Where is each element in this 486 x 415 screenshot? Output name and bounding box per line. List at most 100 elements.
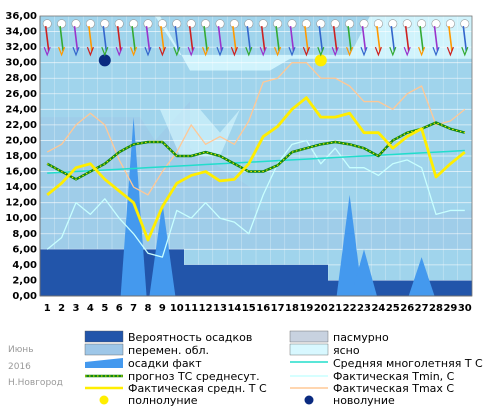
legend-label-precip-actual: осадки факт [128, 357, 202, 370]
x-tick-label: 7 [130, 303, 137, 314]
wind-arrow-icon [390, 26, 396, 52]
precip-actual-spike [408, 257, 435, 296]
sky-icon [42, 19, 52, 29]
y-tick-label: 20,00 [5, 135, 37, 146]
wind-arrowhead-icon [187, 46, 195, 57]
sky-icon [431, 19, 441, 29]
legend-swatch-partly-cloudy [84, 343, 124, 356]
wind-arrow-icon [260, 26, 266, 52]
sky-icon [359, 19, 369, 29]
wind-arrow-icon [232, 26, 237, 52]
wind-arrowhead-icon [101, 46, 109, 57]
wind-arrowhead-icon [418, 46, 426, 57]
legend-label-new-moon: новолуние [333, 394, 395, 407]
x-tick-label: 26 [400, 303, 414, 314]
wind-arrowhead-icon [202, 46, 210, 57]
wind-arrow-icon [318, 26, 324, 52]
sky-icon [215, 19, 225, 29]
sky-icon [287, 19, 297, 29]
legend-label-forecast: прогноз ТС среднесут. [128, 370, 260, 383]
wind-arrowhead-icon [461, 46, 469, 57]
x-tick-label: 27 [415, 303, 429, 314]
city-label: Н.Новгород [8, 378, 63, 388]
wind-arrow-icon [361, 26, 367, 52]
month-label: Июнь [8, 345, 34, 355]
wind-arrowhead-icon [432, 46, 440, 57]
wind-arrow-icon [404, 26, 410, 52]
y-tick-label: 22,00 [5, 120, 37, 131]
x-tick-label: 9 [159, 303, 166, 314]
x-tick-label: 18 [285, 303, 299, 314]
wind-arrow-icon [332, 26, 338, 52]
x-tick-label: 24 [371, 303, 385, 314]
wind-arrowhead-icon [158, 46, 166, 57]
wind-arrowhead-icon [43, 46, 51, 57]
y-tick-label: 10,00 [5, 213, 37, 224]
x-tick-label: 20 [314, 303, 328, 314]
wind-arrow-icon [462, 26, 468, 52]
wind-arrow-icon [289, 26, 295, 52]
legend-swatch-new-moon [304, 395, 314, 405]
sky-icon [157, 19, 167, 29]
legend-swatch-precip-probability [84, 330, 124, 343]
x-tick-label: 15 [242, 303, 256, 314]
x-tick-label: 25 [386, 303, 400, 314]
y-tick-label: 36,00 [5, 11, 37, 22]
x-tick-label: 5 [101, 303, 108, 314]
sky-icon [71, 19, 81, 29]
wind-arrowhead-icon [403, 46, 411, 57]
wind-arrow-icon [44, 26, 50, 52]
x-tick-label: 12 [199, 303, 213, 314]
wind-arrowhead-icon [130, 46, 138, 57]
sky-icon [373, 19, 383, 29]
wind-arrowhead-icon [72, 46, 80, 57]
x-tick-label: 14 [227, 303, 241, 314]
legend-label-tmin: Фактическая Tmin, С [333, 370, 455, 383]
x-tick-label: 19 [299, 303, 313, 314]
y-tick-label: 12,00 [5, 198, 37, 209]
y-tick-label: 18,00 [5, 151, 37, 162]
y-tick-label: 30,00 [5, 58, 37, 69]
legend-label-partly-cloudy: перемен. обл. [128, 344, 209, 357]
sky-icon [345, 19, 355, 29]
sky-icon [57, 19, 67, 29]
x-tick-label: 11 [184, 303, 198, 314]
wind-arrowhead-icon [115, 46, 123, 57]
legend-swatch-clear [289, 343, 329, 356]
clear-sky-band [40, 16, 472, 71]
wind-arrow-icon [246, 26, 252, 52]
legend-label-actual-average: Фактическая средн. Т С [128, 382, 267, 395]
wind-arrow-icon [304, 26, 309, 52]
x-tick-label: 29 [443, 303, 457, 314]
clear-patch [160, 109, 240, 156]
wind-arrow-icon [88, 26, 93, 52]
wind-arrowhead-icon [346, 46, 354, 57]
wind-arrowhead-icon [331, 46, 339, 57]
sky-icon [301, 19, 311, 29]
x-tick-label: 30 [458, 303, 472, 314]
legend-label-clear: ясно [333, 344, 360, 357]
legend-label-tmax: Фактическая Tmax C [333, 382, 454, 395]
wind-arrowhead-icon [317, 46, 325, 57]
tmin-line [46, 139, 465, 258]
x-tick-label: 1 [44, 303, 51, 314]
precip-actual-spike [351, 249, 377, 296]
y-tick-label: 28,00 [5, 73, 37, 84]
wind-arrow-icon [174, 26, 180, 52]
wind-arrow-icon [102, 26, 108, 52]
wind-arrowhead-icon [389, 46, 397, 57]
sky-icon [129, 19, 139, 29]
wind-arrow-icon [275, 26, 280, 52]
new-moon-marker [98, 54, 111, 67]
sky-icon [85, 19, 95, 29]
wind-arrow-icon [145, 26, 151, 52]
wind-arrowhead-icon [230, 46, 238, 57]
x-tick-label: 28 [429, 303, 443, 314]
sky-icon [316, 19, 326, 29]
x-tick-label: 21 [328, 303, 342, 314]
wind-arrow-icon [376, 26, 381, 52]
wind-arrowhead-icon [58, 46, 66, 57]
wind-arrow-icon [73, 26, 79, 52]
